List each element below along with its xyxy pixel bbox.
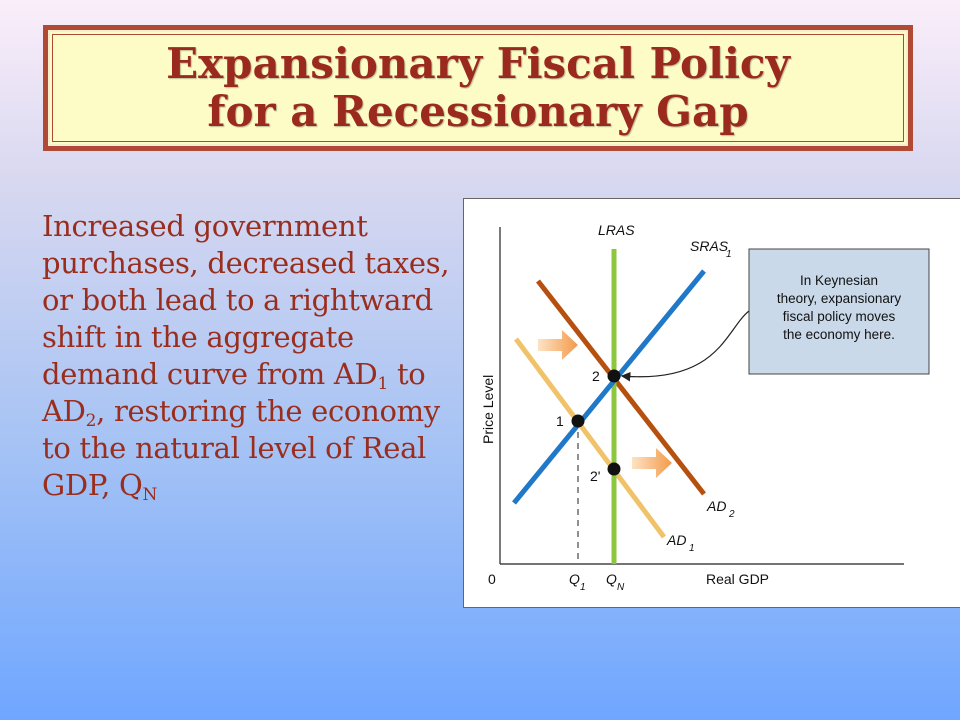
- ad-as-diagram: 1 2 2' LRAS SRAS 1 AD 2 AD 1 Price Level…: [463, 198, 960, 608]
- title-box: Expansionary Fiscal Policy for a Recessi…: [43, 25, 913, 151]
- point-2prime-label: 2': [590, 468, 600, 484]
- body-part-2: to AD: [42, 357, 426, 428]
- point-1-label: 1: [556, 413, 564, 429]
- point-2-dot: [607, 369, 621, 383]
- shift-arrow-upper: [538, 330, 578, 360]
- body-text: Increased government purchases, decrease…: [42, 208, 452, 504]
- body-sub-3: N: [142, 485, 158, 505]
- x-axis-label: Real GDP: [706, 571, 769, 587]
- callout-line-1: In Keynesian: [800, 273, 878, 288]
- body-sub-2: 2: [85, 411, 97, 431]
- lras-label: LRAS: [598, 222, 635, 238]
- ad1-label: AD 1: [666, 532, 695, 554]
- ad1-label-sub: 1: [689, 543, 695, 554]
- sras-label-main: SRAS: [690, 238, 729, 254]
- title-panel: Expansionary Fiscal Policy for a Recessi…: [48, 30, 908, 146]
- point-2prime-dot: [607, 462, 621, 476]
- sras-label-sub: 1: [726, 249, 732, 260]
- origin-label: 0: [488, 571, 496, 587]
- sras-curve: [512, 269, 706, 505]
- body-part-3: , restoring the economy to the natural l…: [42, 394, 440, 502]
- q1-label-sub: 1: [580, 582, 586, 593]
- title-line-2: for a Recessionary Gap: [207, 87, 749, 136]
- qn-label-sub: N: [617, 582, 625, 593]
- ad2-label-main: AD: [706, 498, 726, 514]
- diagram-svg: 1 2 2' LRAS SRAS 1 AD 2 AD 1 Price Level…: [480, 222, 930, 593]
- ad1-label-main: AD: [666, 532, 686, 548]
- title-line-1: Expansionary Fiscal Policy: [166, 39, 790, 88]
- qn-label: Q N: [606, 571, 625, 593]
- ad2-label-sub: 2: [728, 509, 735, 520]
- point-1-dot: [571, 414, 585, 428]
- q1-label-main: Q: [569, 571, 580, 587]
- qn-label-main: Q: [606, 571, 617, 587]
- ad1-curve: [513, 337, 667, 539]
- body-part-1: Increased government purchases, decrease…: [42, 209, 450, 391]
- callout-line-4: the economy here.: [783, 327, 895, 342]
- callout-pointer-arrow: [620, 310, 750, 382]
- sras-label: SRAS 1: [690, 238, 732, 260]
- ad2-curve: [536, 279, 706, 496]
- body-sub-1: 1: [377, 374, 389, 394]
- callout-line-3: fiscal policy moves: [783, 309, 896, 324]
- y-axis-label: Price Level: [480, 375, 496, 444]
- q1-label: Q 1: [569, 571, 586, 593]
- shift-arrow-lower: [632, 448, 672, 478]
- ad2-label: AD 2: [706, 498, 735, 520]
- point-2-label: 2: [592, 368, 600, 384]
- callout-line-2: theory, expansionary: [777, 291, 902, 306]
